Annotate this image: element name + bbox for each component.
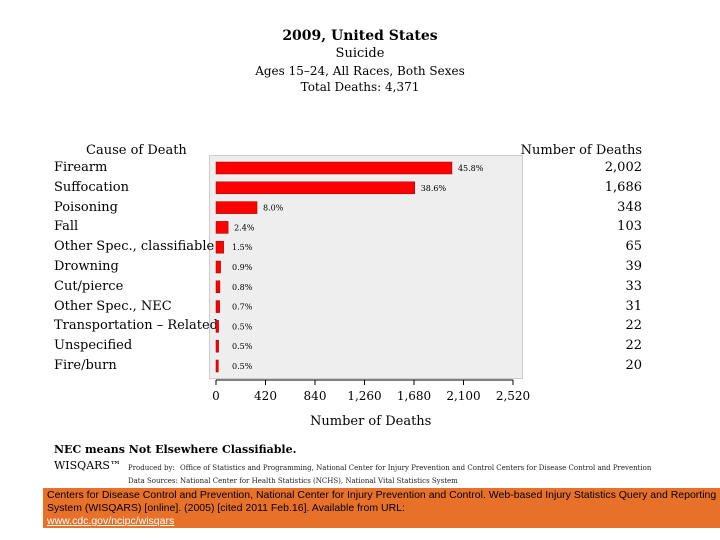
count-label: 2,002 xyxy=(604,160,642,175)
x-tick-label: 840 xyxy=(303,389,327,403)
bar xyxy=(215,161,453,175)
bar xyxy=(215,240,224,254)
nec-footnote: NEC means Not Elsewhere Classifiable. xyxy=(54,443,297,456)
bar-percent-label: 8.0% xyxy=(263,204,284,213)
bar-percent-label: 0.5% xyxy=(232,342,253,351)
chart-title-topic: Suicide xyxy=(335,46,385,61)
cause-label: Fall xyxy=(54,219,79,235)
cause-label: Other Spec., NEC xyxy=(54,298,172,314)
count-label: 103 xyxy=(617,219,642,235)
data-source-label: Data Sources: xyxy=(128,477,178,485)
bar xyxy=(215,260,221,274)
produced-by-text: Office of Statistics and Programming, Na… xyxy=(180,464,652,472)
cause-label: Unspecified xyxy=(54,338,133,354)
count-label: 20 xyxy=(625,358,642,373)
count-column-header: Number of Deaths xyxy=(520,143,642,158)
count-label: 22 xyxy=(625,338,642,354)
cause-label: Poisoning xyxy=(54,199,118,215)
count-label: 33 xyxy=(625,278,642,294)
cause-label: Suffocation xyxy=(54,179,129,195)
x-tick-label: 2,520 xyxy=(495,389,531,403)
citation-body: Centers for Disease Control and Preventi… xyxy=(47,489,717,514)
bar xyxy=(215,300,220,313)
cause-label: Other Spec., classifiable xyxy=(54,239,215,255)
cause-label: Fire/burn xyxy=(54,358,117,373)
bar-percent-label: 0.7% xyxy=(232,303,253,312)
citation-banner xyxy=(43,488,720,528)
bar xyxy=(215,221,229,234)
x-tick-label: 420 xyxy=(254,389,277,403)
citation-url-link[interactable]: www.cdc.gov/ncipc/wisqars xyxy=(47,515,175,527)
bar-percent-label: 1.5% xyxy=(232,243,253,252)
wisqars-brand: WISQARS™ xyxy=(54,459,121,472)
bar xyxy=(215,181,415,195)
cause-column-header: Cause of Death xyxy=(86,143,187,158)
x-tick-label: 2,100 xyxy=(446,389,481,403)
chart-title-year: 2009, United States xyxy=(282,28,438,44)
bar-percent-label: 0.5% xyxy=(232,322,253,331)
bar-percent-label: 0.9% xyxy=(232,263,253,272)
chart-title-population: Ages 15–24, All Races, Both Sexes xyxy=(255,64,465,78)
count-label: 1,686 xyxy=(604,179,642,195)
chart-title-total: Total Deaths: 4,371 xyxy=(300,80,420,94)
bar-percent-label: 0.5% xyxy=(232,362,253,371)
produced-by-label: Produced by: xyxy=(128,464,175,472)
x-tick-label: 1,260 xyxy=(347,389,382,403)
count-label: 31 xyxy=(625,298,642,314)
x-tick-label: 0 xyxy=(212,389,220,403)
bar-percent-label: 0.8% xyxy=(232,283,253,292)
count-label: 22 xyxy=(625,318,642,334)
x-tick-label: 1,680 xyxy=(396,389,432,403)
cause-label: Transportation – Related xyxy=(54,318,218,334)
bar xyxy=(215,339,219,353)
bar xyxy=(215,320,219,333)
bar-percent-label: 45.8% xyxy=(458,164,484,173)
count-label: 348 xyxy=(617,199,642,215)
bar-percent-label: 38.6% xyxy=(421,184,447,193)
cause-label: Drowning xyxy=(54,259,119,274)
cause-label: Cut/pierce xyxy=(54,278,124,294)
x-axis-title: Number of Deaths xyxy=(310,414,432,429)
citation-text: Centers for Disease Control and Preventi… xyxy=(47,489,717,528)
bar-percent-label: 2.4% xyxy=(234,223,255,232)
bar xyxy=(215,280,221,294)
count-label: 65 xyxy=(625,239,642,255)
bar xyxy=(215,359,219,373)
data-source-text: National Center for Health Statistics (N… xyxy=(180,477,458,485)
bar xyxy=(215,201,258,214)
cause-label: Firearm xyxy=(54,160,108,175)
count-label: 39 xyxy=(625,259,642,274)
